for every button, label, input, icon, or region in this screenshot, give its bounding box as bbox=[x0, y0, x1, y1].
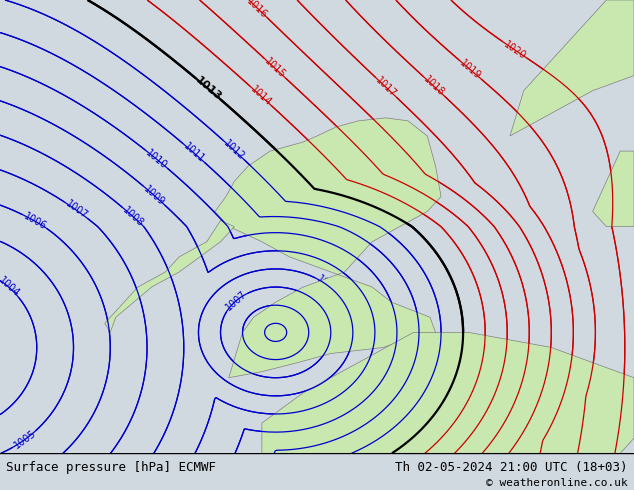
Text: © weatheronline.co.uk: © weatheronline.co.uk bbox=[486, 478, 628, 489]
Text: 1006: 1006 bbox=[22, 211, 48, 232]
Text: 1007: 1007 bbox=[223, 289, 249, 313]
Text: 1014: 1014 bbox=[248, 84, 273, 108]
Text: 1008: 1008 bbox=[121, 205, 146, 229]
Polygon shape bbox=[593, 151, 634, 226]
Polygon shape bbox=[510, 0, 634, 136]
Text: 1011: 1011 bbox=[181, 141, 207, 165]
Text: 1010: 1010 bbox=[144, 147, 169, 171]
Text: 1008: 1008 bbox=[314, 274, 340, 296]
Text: 1009: 1009 bbox=[141, 184, 167, 207]
Text: 1004: 1004 bbox=[0, 275, 22, 299]
Text: 1017: 1017 bbox=[374, 75, 399, 99]
Text: Th 02-05-2024 21:00 UTC (18+03): Th 02-05-2024 21:00 UTC (18+03) bbox=[395, 461, 628, 474]
Text: 1019: 1019 bbox=[458, 58, 483, 81]
Text: 1013: 1013 bbox=[193, 75, 223, 102]
Text: 1012: 1012 bbox=[221, 138, 246, 162]
Polygon shape bbox=[262, 332, 634, 453]
Polygon shape bbox=[215, 118, 441, 378]
Text: 1016: 1016 bbox=[245, 0, 269, 20]
Text: 1020: 1020 bbox=[502, 39, 528, 61]
Text: Surface pressure [hPa] ECMWF: Surface pressure [hPa] ECMWF bbox=[6, 461, 216, 474]
Text: 1005: 1005 bbox=[12, 428, 37, 451]
Text: 1007: 1007 bbox=[63, 199, 89, 221]
Text: 1018: 1018 bbox=[422, 74, 446, 98]
Text: 1006: 1006 bbox=[244, 345, 271, 366]
Text: 1015: 1015 bbox=[262, 56, 287, 80]
Polygon shape bbox=[105, 220, 235, 332]
